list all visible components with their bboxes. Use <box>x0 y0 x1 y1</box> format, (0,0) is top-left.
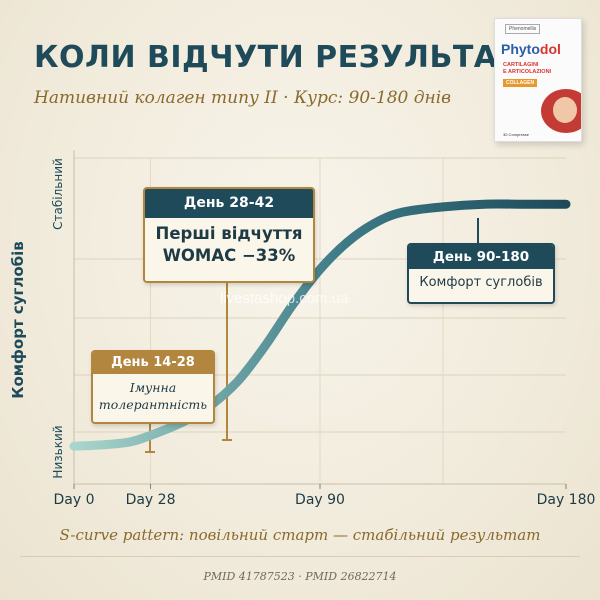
callout-body: Імунна толерантність <box>98 380 208 412</box>
product-maker: Phenomellis <box>505 24 541 34</box>
callout-header: День 28-42 <box>145 189 313 218</box>
callout-day-14-28: День 14-28 Імунна толерантність <box>91 350 215 424</box>
x-tick-label: Day 90 <box>295 492 345 508</box>
x-tick-label: Day 28 <box>125 492 176 508</box>
product-box-image: Phenomellis Phytodol CARTILAGINI E ARTICO… <box>494 18 582 142</box>
y-tick-high: Стабільний <box>51 158 65 230</box>
joint-illustration-inner <box>553 97 577 123</box>
product-brand: Phytodol <box>501 41 561 57</box>
x-tick-label: Day 180 <box>536 492 596 508</box>
x-tick-label: Day 0 <box>53 492 95 508</box>
callout-header: День 14-28 <box>93 352 213 374</box>
callout-body: Комфорт суглобів <box>419 275 543 290</box>
callout-header: День 90-180 <box>409 245 553 269</box>
chart-caption: S-curve pattern: повільний старт — стабі… <box>59 526 541 544</box>
page-subtitle: Нативний колаген типу II · Курс: 90-180 … <box>34 88 452 108</box>
product-caps: 30 Compresse <box>503 132 530 137</box>
y-axis-label: Комфорт суглобів <box>9 241 27 399</box>
x-tick-marks <box>73 484 567 489</box>
references: PMID 41787523 · PMID 26822714 <box>203 570 397 583</box>
divider <box>20 556 580 557</box>
callout-body: Перші відчуття WOMAC −33% <box>155 224 303 265</box>
product-line: CARTILAGINI E ARTICOLAZIONI <box>503 62 552 75</box>
series-curve <box>69 199 571 451</box>
y-tick-low: Низький <box>51 425 65 479</box>
callout-day-90-180: День 90-180 Комфорт суглобів <box>407 243 555 304</box>
page-title: КОЛИ ВІДЧУТИ РЕЗУЛЬТАТ? <box>34 40 537 75</box>
watermark: livestashop.com.ua <box>220 290 349 307</box>
callout-day-28-42: День 28-42 Перші відчуття WOMAC −33% <box>143 187 315 283</box>
product-badge: COLLAGEN <box>503 79 538 87</box>
